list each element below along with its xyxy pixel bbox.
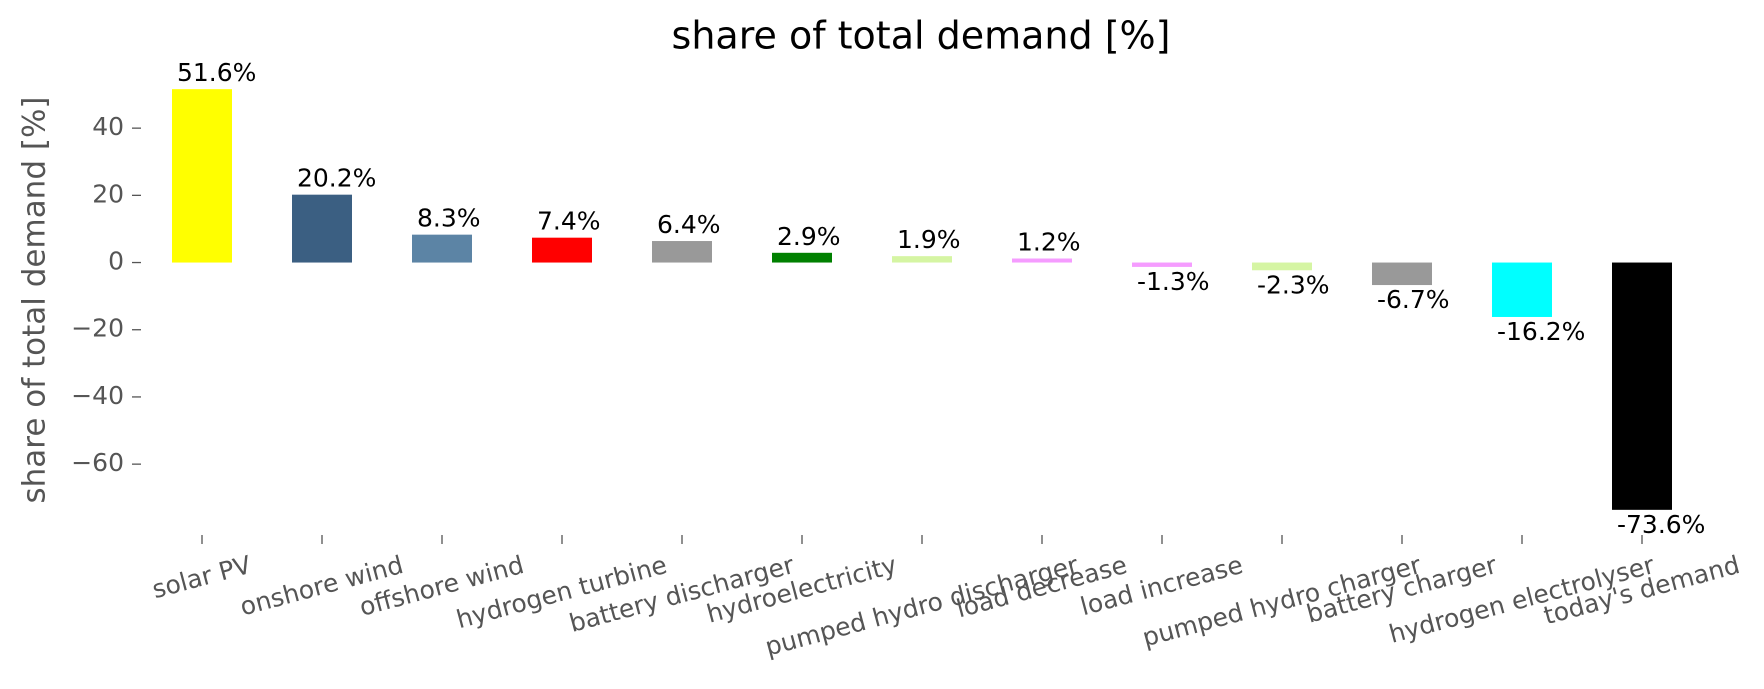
- bar: [292, 194, 352, 263]
- bar: [772, 252, 832, 263]
- value-label: 1.9%: [897, 225, 961, 254]
- x-tick-label: pumped hydro discharger: [762, 550, 1082, 662]
- y-tick-label: 20: [92, 179, 124, 208]
- value-label: -16.2%: [1497, 317, 1585, 346]
- value-label: -1.3%: [1137, 267, 1210, 296]
- chart-title: share of total demand [%]: [672, 14, 1171, 58]
- bar: [412, 234, 472, 263]
- value-label: -2.3%: [1257, 270, 1330, 299]
- bar: [652, 241, 712, 263]
- bar: [892, 256, 952, 263]
- value-label: 1.2%: [1017, 228, 1081, 257]
- value-label: 6.4%: [657, 210, 721, 239]
- bar: [1252, 262, 1312, 271]
- value-label: 8.3%: [417, 204, 481, 233]
- y-axis-label: share of total demand [%]: [17, 96, 53, 503]
- bar: [1012, 258, 1072, 263]
- value-label: 51.6%: [177, 58, 256, 87]
- value-label: -6.7%: [1377, 285, 1450, 314]
- bar: [1372, 262, 1432, 286]
- y-tick-label: −60: [71, 448, 124, 477]
- value-label: 2.9%: [777, 222, 841, 251]
- bar: [532, 237, 592, 263]
- value-label: 20.2%: [297, 164, 376, 193]
- y-tick-label: 0: [108, 247, 124, 276]
- y-tick-label: −40: [71, 381, 124, 410]
- bar: [172, 89, 232, 263]
- y-tick-label: −20: [71, 314, 124, 343]
- bar: [1492, 262, 1552, 317]
- y-tick-label: 40: [92, 112, 124, 141]
- value-label: -73.6%: [1617, 510, 1705, 539]
- bar: [1612, 262, 1672, 510]
- value-label: 7.4%: [537, 207, 601, 236]
- bar: [1132, 262, 1192, 267]
